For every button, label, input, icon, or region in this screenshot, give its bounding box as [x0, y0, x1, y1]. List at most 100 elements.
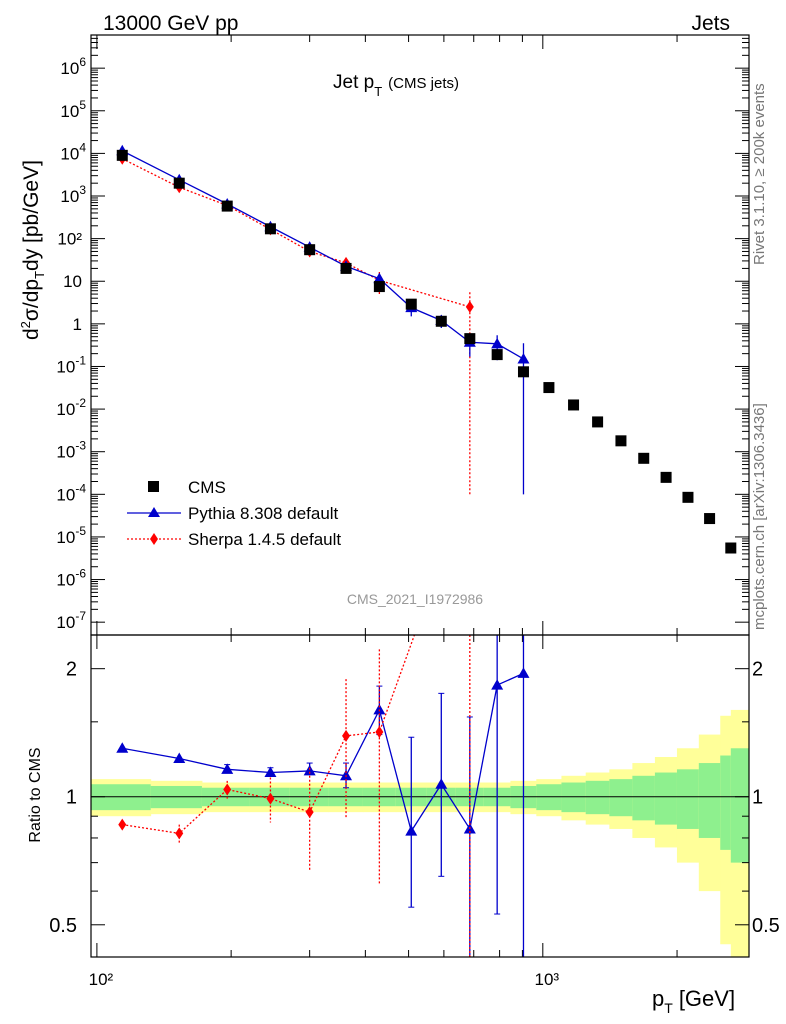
ratio-ylabel: Ratio to CMS — [27, 747, 44, 842]
sherpa-series — [118, 152, 474, 495]
legend: CMS Pythia 8.308 default Sherpa 1.4.5 de… — [127, 478, 341, 549]
ratio-plot-frame — [90, 634, 750, 958]
x-axis-label: pT [GeV] — [652, 986, 735, 1016]
ratio-y-tick-label: 1 — [66, 787, 77, 809]
pythia-point — [491, 337, 504, 349]
pythia-series — [116, 144, 530, 495]
ratio-uncertainty-band — [91, 709, 750, 957]
main-title-extra: (CMS jets) — [388, 75, 459, 92]
cms-point — [615, 435, 627, 447]
band-inner-bin — [585, 780, 610, 815]
pythia-point — [517, 667, 530, 678]
sherpa-point — [342, 729, 351, 742]
x-axis-label-unit: [GeV] — [679, 986, 735, 1011]
cms-point — [173, 177, 185, 189]
pythia-point — [435, 778, 448, 789]
ratio-data-series — [116, 634, 530, 957]
sherpa-point — [118, 818, 127, 831]
cms-point — [373, 281, 385, 293]
band-inner-bin — [561, 782, 587, 813]
cms-point — [568, 399, 580, 411]
pythia-point — [373, 703, 386, 715]
cms-point — [264, 223, 276, 235]
header-left: 13000 GeV pp — [103, 12, 238, 35]
y-tick-label: 106 — [60, 55, 86, 78]
pythia-point — [373, 272, 386, 284]
y-tick-label: 1 — [73, 315, 82, 334]
y-tick-label: 105 — [60, 98, 86, 121]
cms-point — [592, 416, 604, 428]
sherpa-point — [375, 725, 384, 738]
cms-point — [405, 298, 417, 310]
x-axis-label-main: p — [652, 986, 664, 1011]
pythia-ratio-line — [122, 672, 524, 833]
cms-point — [221, 200, 233, 212]
sherpa-point — [305, 806, 314, 819]
pythia-point — [116, 742, 129, 753]
main-axis-ticks: 10-7 10-6 10-5 10-4 10-3 10-2 10-1 1 10 10² 103 104… — [56, 35, 749, 635]
band-inner-bin — [730, 748, 750, 863]
legend-pythia-label: Pythia 8.308 default — [188, 504, 339, 523]
ratio-axis-ticks: 0.5 0.5 1 1 2 2 10² 10³ — [49, 635, 780, 989]
ratio-y-tick-label: 0.5 — [49, 915, 77, 937]
sherpa-line — [121, 158, 471, 308]
ratio-y-tick-label: 2 — [66, 659, 77, 681]
band-inner-bin — [698, 763, 721, 838]
pythia-point — [405, 825, 418, 836]
sherpa-ratio-line — [122, 635, 416, 835]
pythia-point — [491, 679, 504, 690]
y-tick-label: 10 — [63, 272, 82, 291]
y-tick-label: 104 — [60, 140, 86, 163]
cms-point — [704, 513, 716, 525]
cms-point — [464, 333, 476, 345]
main-data-series — [116, 144, 737, 554]
y-tick-label: 10-1 — [56, 353, 86, 376]
sherpa-point — [223, 783, 232, 796]
pythia-point — [340, 769, 353, 781]
y-tick-label: 10-6 — [56, 567, 86, 590]
main-ylabel: d2σ/dpTdy [pb/GeV] — [18, 160, 47, 340]
cms-point — [660, 471, 672, 483]
pythia-point — [517, 352, 530, 364]
sherpa-point — [266, 792, 275, 805]
y-tick-label: 10-5 — [56, 524, 86, 547]
x-tick-label: 10² — [89, 970, 114, 989]
legend-cms-label: CMS — [188, 478, 226, 497]
legend-sherpa-marker — [150, 533, 158, 545]
legend-cms-marker — [148, 481, 159, 492]
cms-point — [543, 382, 555, 394]
y-tick-label: 103 — [60, 183, 86, 206]
sherpa-point — [465, 300, 474, 313]
cms-point — [682, 491, 694, 503]
main-title-text: Jet p — [333, 72, 374, 93]
cms-series — [116, 149, 737, 554]
analysis-watermark: CMS_2021_I1972986 — [347, 591, 483, 607]
y-tick-label: 10-4 — [56, 481, 86, 504]
band-inner-bin — [676, 769, 700, 829]
cms-point — [116, 149, 128, 161]
pythia-point — [264, 766, 277, 778]
main-title-sub: T — [374, 84, 382, 99]
header-right: Jets — [691, 12, 730, 35]
sherpa-point — [175, 827, 184, 840]
y-tick-label: 10² — [57, 230, 82, 249]
cms-point — [491, 349, 503, 361]
cms-point — [340, 262, 352, 274]
legend-pythia-marker — [148, 507, 160, 517]
main-title: Jet pT (CMS jets) — [333, 72, 459, 99]
pythia-ratio-series — [116, 634, 530, 957]
ratio-y-tick-label-right: 1 — [752, 787, 763, 809]
cms-point — [517, 366, 529, 378]
cms-point — [304, 244, 316, 256]
x-axis-label-sub: T — [664, 1000, 673, 1016]
y-tick-label: 10-2 — [56, 396, 86, 419]
pythia-point — [303, 764, 316, 776]
pythia-point — [221, 763, 234, 774]
ratio-y-tick-label-right: 2 — [752, 659, 763, 681]
y-tick-label: 10-7 — [56, 609, 86, 632]
ratio-y-tick-label-right: 0.5 — [752, 915, 780, 937]
side-mcplots-text: mcplots.cern.ch [arXiv:1306.3436] — [751, 403, 768, 630]
x-tick-label: 10³ — [535, 970, 560, 989]
band-inner-bin — [632, 775, 656, 821]
